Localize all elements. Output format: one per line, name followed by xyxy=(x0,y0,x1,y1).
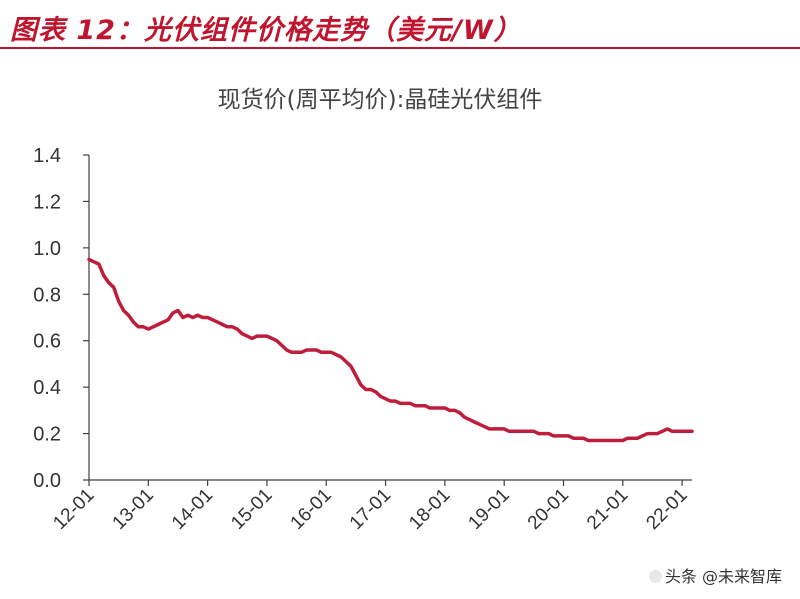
y-tick-label: 0.6 xyxy=(33,331,61,353)
x-tick-label: 21-01 xyxy=(583,485,632,534)
x-tick-label: 22-01 xyxy=(642,485,691,534)
x-tick-label: 17-01 xyxy=(346,485,395,534)
y-tick-label: 0.0 xyxy=(33,470,61,492)
series-line xyxy=(87,257,694,443)
chart-title: 现货价(周平均价):晶硅光伏组件 xyxy=(217,87,543,113)
y-tick-label: 1.4 xyxy=(33,145,61,167)
figure-caption: 图表 12：光伏组件价格走势（美元/W） xyxy=(10,15,522,46)
y-tick-label: 1.2 xyxy=(33,191,61,213)
header-divider xyxy=(0,47,800,49)
x-tick-label: 14-01 xyxy=(168,485,217,534)
x-tick-label: 18-01 xyxy=(405,485,454,534)
y-axis: 0.0 0.2 0.4 0.6 0.8 1.0 1.2 1.4 xyxy=(33,145,90,492)
watermark-logo-icon xyxy=(648,570,662,583)
x-tick-label: 16-01 xyxy=(287,485,336,534)
x-tick-label: 15-01 xyxy=(227,485,276,534)
x-tick-label: 12-01 xyxy=(49,485,98,534)
y-tick-label: 0.2 xyxy=(33,424,61,446)
y-tick-label: 0.4 xyxy=(33,377,61,399)
x-axis: 12-01 13-01 14-01 15-01 16-01 17-01 18-01 19-01… xyxy=(49,479,692,534)
x-tick-label: 19-01 xyxy=(464,485,513,534)
figure-header: 图表 12：光伏组件价格走势（美元/W） xyxy=(0,0,800,50)
watermark-text: 头条 @未来智库 xyxy=(664,567,782,586)
y-tick-label: 0.8 xyxy=(33,284,61,306)
series-layer xyxy=(87,257,694,443)
y-tick-label: 1.0 xyxy=(33,238,61,260)
watermark: 头条 @未来智库 xyxy=(648,563,782,587)
x-tick-label: 13-01 xyxy=(109,485,158,534)
x-tick-label: 20-01 xyxy=(524,485,573,534)
